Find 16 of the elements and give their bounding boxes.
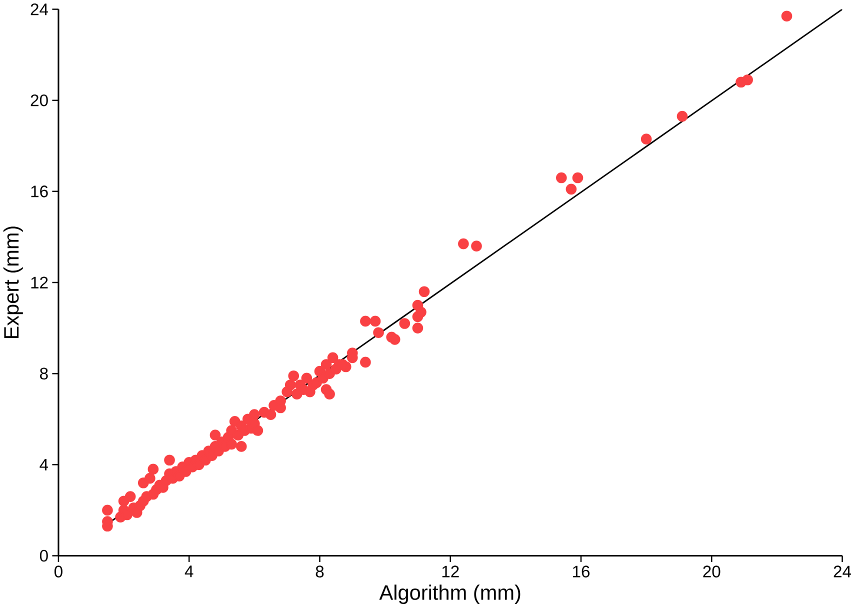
y-tick-label: 0: [40, 550, 48, 562]
x-axis-title: Algorithm (mm): [379, 584, 520, 604]
y-tick-label: 12: [31, 276, 48, 288]
y-axis-title: Expert (mm): [3, 226, 23, 338]
y-tick-label: 16: [31, 185, 48, 198]
y-tick-label: 4: [40, 458, 48, 470]
x-tick-label: 8: [316, 565, 324, 578]
y-tick-label: 20: [30, 94, 48, 106]
x-tick-label: 16: [573, 565, 590, 578]
x-tick-label: 12: [442, 565, 459, 578]
x-tick-label: 24: [834, 565, 852, 578]
x-tick-label: 0: [54, 565, 62, 578]
x-tick-label: 4: [184, 565, 194, 577]
x-tick-label: 20: [703, 565, 720, 578]
y-tick-label: 24: [30, 3, 48, 15]
y-tick-label: 8: [40, 367, 48, 380]
